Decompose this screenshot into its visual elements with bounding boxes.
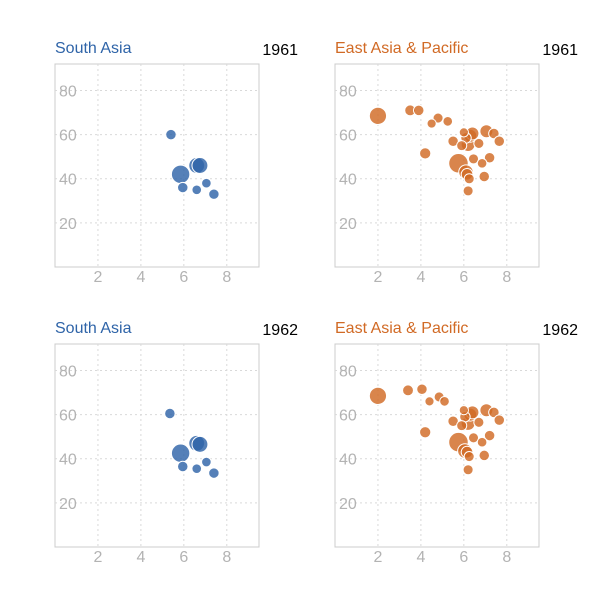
panel-frame	[54, 63, 260, 268]
x-tick-label: 8	[502, 269, 511, 286]
data-point	[368, 106, 388, 125]
panel-frame	[334, 63, 540, 268]
data-point	[442, 116, 454, 127]
y-tick-label: 60	[59, 408, 77, 425]
data-point	[439, 396, 450, 407]
y-tick-label: 80	[339, 363, 357, 380]
y-tick-label: 40	[59, 452, 77, 469]
data-point	[402, 384, 414, 397]
y-tick-label: 60	[59, 128, 77, 145]
x-tick-label: 4	[136, 269, 145, 286]
panel-title: South Asia	[55, 320, 132, 337]
data-point	[191, 463, 203, 474]
data-point	[467, 432, 480, 444]
y-tick-label: 80	[339, 83, 357, 100]
chart-panel: 2 4 6 8 20 40 60 80 East Asia & Pacific 1962	[334, 320, 578, 566]
panel-year: 1961	[262, 42, 298, 59]
panel-year: 1962	[262, 322, 298, 339]
panel-title: South Asia	[55, 40, 132, 57]
data-point	[426, 118, 437, 129]
x-tick-label: 8	[222, 549, 231, 566]
data-point	[170, 443, 191, 463]
panel-frame	[334, 343, 540, 548]
data-point	[201, 177, 212, 189]
data-point	[368, 386, 388, 405]
data-point	[458, 127, 469, 138]
data-point	[419, 147, 432, 160]
data-point	[164, 407, 176, 420]
data-point	[458, 405, 469, 416]
y-tick-label: 40	[339, 172, 357, 189]
data-point	[208, 188, 220, 200]
x-tick-label: 8	[502, 549, 511, 566]
x-tick-label: 6	[459, 269, 468, 286]
x-tick-label: 2	[93, 549, 102, 566]
data-point	[478, 449, 490, 462]
data-point	[191, 435, 209, 453]
data-point	[483, 429, 496, 442]
y-tick-label: 20	[339, 496, 357, 513]
data-point	[488, 406, 500, 419]
panel-frame	[54, 343, 260, 548]
data-point	[483, 152, 496, 164]
chart-panel: 2 4 6 8 20 40 60 80 South Asia 1961	[54, 40, 298, 286]
chart-panel: 2 4 6 8 20 40 60 80 South Asia 1962	[54, 320, 298, 566]
x-tick-label: 4	[416, 269, 425, 286]
x-tick-label: 6	[179, 549, 188, 566]
data-point	[456, 420, 468, 432]
chart-panel: 2 4 6 8 20 40 60 80 East Asia & Pacific 1961	[334, 40, 578, 286]
data-point	[462, 185, 474, 197]
data-point	[493, 135, 506, 147]
data-point	[419, 426, 432, 439]
data-point	[413, 104, 425, 117]
data-point	[463, 450, 475, 463]
data-point	[201, 456, 212, 468]
data-point	[476, 436, 488, 448]
y-tick-label: 20	[339, 216, 357, 233]
y-tick-label: 20	[59, 216, 77, 233]
data-point	[177, 181, 189, 194]
data-point	[462, 464, 474, 476]
y-tick-label: 40	[339, 452, 357, 469]
panel-title: East Asia & Pacific	[335, 320, 468, 337]
panel-title: East Asia & Pacific	[335, 40, 468, 57]
data-point	[191, 184, 203, 196]
y-tick-label: 80	[59, 363, 77, 380]
data-point	[170, 164, 191, 185]
data-point	[424, 396, 435, 407]
panel-year: 1961	[542, 42, 578, 59]
data-point	[467, 153, 480, 165]
x-tick-label: 2	[93, 269, 102, 286]
data-point	[177, 460, 189, 473]
x-tick-label: 4	[136, 549, 145, 566]
data-point	[478, 170, 490, 183]
y-tick-label: 40	[59, 172, 77, 189]
x-tick-label: 6	[179, 269, 188, 286]
x-tick-label: 4	[416, 549, 425, 566]
x-tick-label: 2	[373, 269, 382, 286]
x-tick-label: 6	[459, 549, 468, 566]
data-point	[476, 157, 488, 169]
y-tick-label: 60	[339, 408, 357, 425]
x-tick-label: 2	[373, 549, 382, 566]
data-point	[488, 127, 500, 140]
data-point	[165, 128, 177, 141]
data-point	[463, 173, 475, 185]
y-tick-label: 20	[59, 496, 77, 513]
data-point	[416, 383, 428, 395]
data-point	[208, 467, 220, 479]
data-point	[191, 157, 209, 174]
x-tick-label: 8	[222, 269, 231, 286]
y-tick-label: 60	[339, 128, 357, 145]
data-point	[473, 416, 485, 428]
data-point	[493, 414, 506, 426]
y-tick-label: 80	[59, 83, 77, 100]
panel-year: 1962	[542, 322, 578, 339]
data-point	[473, 137, 485, 149]
data-point	[456, 140, 468, 152]
